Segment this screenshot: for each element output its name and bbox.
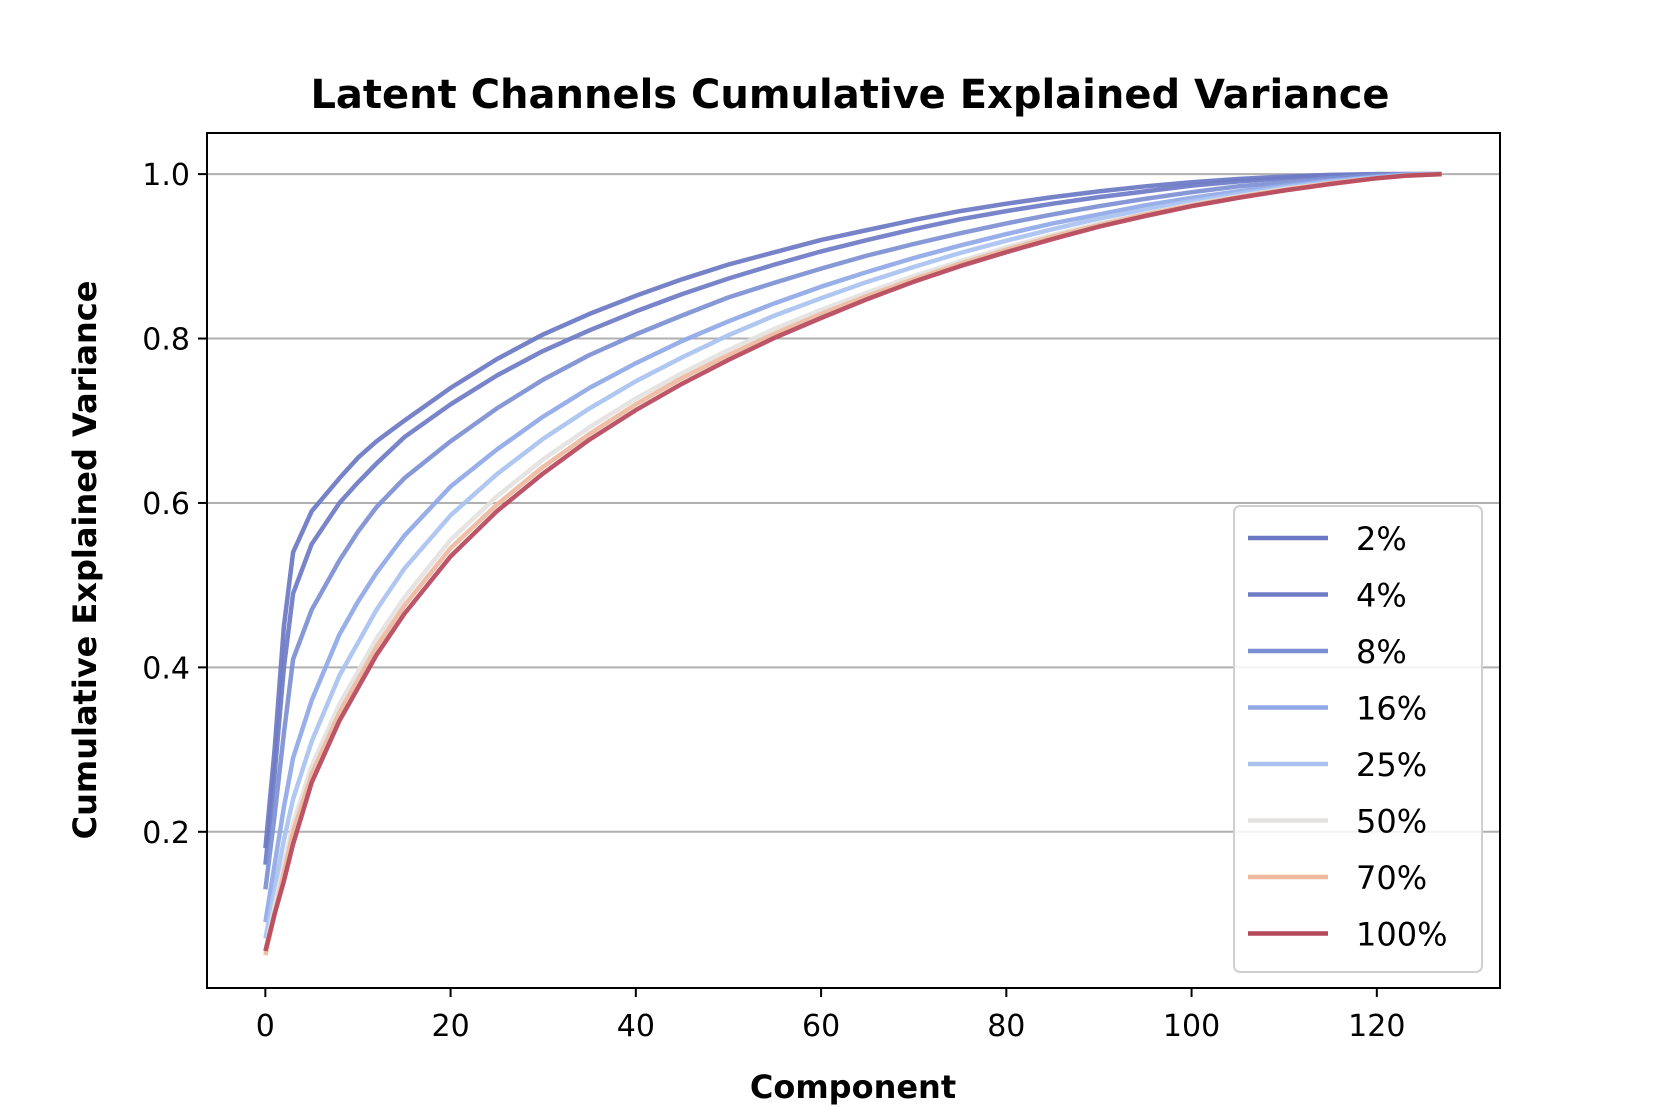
legend-label: 100% bbox=[1356, 916, 1447, 954]
y-tick-label: 0.4 bbox=[142, 651, 190, 686]
legend-label: 50% bbox=[1356, 803, 1427, 841]
legend-label: 8% bbox=[1356, 633, 1407, 671]
legend-label: 25% bbox=[1356, 746, 1427, 784]
legend: 2% 4% 8% 16% 25% 50% 70% 100% bbox=[1233, 505, 1483, 973]
x-tick-label: 40 bbox=[617, 1009, 655, 1044]
y-tick-label: 1.0 bbox=[142, 158, 190, 193]
legend-label: 70% bbox=[1356, 859, 1427, 897]
series-line-2pct bbox=[263, 171, 1442, 849]
y-axis-label: Cumulative Explained Variance bbox=[66, 281, 104, 840]
x-tick-label: 0 bbox=[256, 1009, 275, 1044]
legend-label: 2% bbox=[1356, 520, 1407, 558]
legend-label: 4% bbox=[1356, 577, 1407, 615]
series-line-25pct bbox=[263, 171, 1442, 940]
y-axis-ticks: 0.2 0.4 0.6 0.8 1.0 bbox=[142, 158, 207, 851]
series-lines bbox=[263, 171, 1442, 956]
x-tick-label: 20 bbox=[432, 1009, 470, 1044]
x-tick-label: 60 bbox=[802, 1009, 840, 1044]
series-line-100pct bbox=[263, 171, 1442, 952]
chart-title: Latent Channels Cumulative Explained Var… bbox=[310, 72, 1389, 118]
series-line-16pct bbox=[263, 171, 1442, 923]
y-tick-label: 0.8 bbox=[142, 323, 190, 358]
x-tick-label: 80 bbox=[987, 1009, 1025, 1044]
x-tick-label: 100 bbox=[1163, 1009, 1220, 1044]
series-line-4pct bbox=[263, 171, 1442, 865]
legend-label: 16% bbox=[1356, 690, 1427, 728]
x-axis-ticks: 0 20 40 60 80 100 120 bbox=[256, 988, 1405, 1044]
legend-box bbox=[1233, 505, 1483, 973]
x-axis-label: Component bbox=[750, 1068, 956, 1106]
x-tick-label: 120 bbox=[1348, 1009, 1405, 1044]
y-tick-label: 0.2 bbox=[142, 816, 190, 851]
y-tick-label: 0.6 bbox=[142, 487, 190, 522]
plot-area-frame bbox=[206, 132, 1501, 989]
series-line-8pct bbox=[263, 171, 1442, 890]
